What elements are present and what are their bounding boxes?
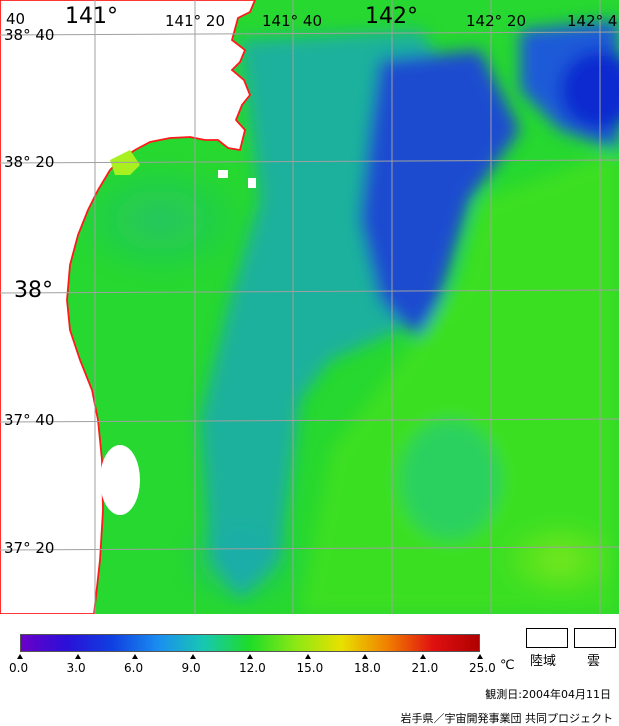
cloud-legend-swatch (574, 628, 616, 648)
lon-label-142-20: 142° 20 (466, 12, 526, 30)
lat-label-37-40: 37° 40 (4, 411, 55, 429)
cloud-fragment (248, 178, 256, 188)
colorbar-unit: ℃ (500, 658, 515, 673)
colorbar-tick-mark (247, 654, 253, 659)
colorbar-tick-label: 0.0 (9, 661, 29, 675)
colorbar-tick-label: 18.0 (354, 661, 381, 675)
colorbar-tick-mark (477, 654, 483, 659)
lat-label-37-20: 37° 20 (4, 539, 55, 557)
parallel (0, 289, 619, 294)
land-legend-label: 陸域 (530, 654, 557, 669)
temperature-colorbar (20, 634, 480, 652)
observation-date: 観測日:2004年04月11日 (485, 688, 611, 701)
cloud-fragment (218, 170, 228, 178)
colorbar-tick-label: 15.0 (296, 661, 324, 675)
lon-label-142: 142° (365, 4, 418, 29)
lat-label-38-20: 38° 20 (4, 153, 55, 171)
colorbar-tick-label: 12.0 (239, 661, 266, 675)
colorbar-tick-mark (189, 654, 196, 659)
colorbar-tick-mark (132, 654, 138, 659)
graticule (0, 0, 619, 614)
colorbar-tick-label: 21.0 (411, 661, 439, 675)
colorbar-tick-mark (304, 654, 311, 659)
colorbar-tick-mark (362, 654, 368, 659)
parallel (0, 31, 619, 36)
cloud-legend-label: 雲 (587, 654, 601, 669)
sea-surface-temperature-map (0, 0, 619, 614)
lon-label-141-20: 141° 20 (165, 12, 225, 30)
lat-label-38-40: 38° 40 (4, 26, 55, 44)
colorbar-tick-mark (419, 654, 426, 659)
project-credit: 岩手県／宇宙開発事業団 共同プロジェクト (400, 712, 614, 725)
parallel (0, 159, 619, 164)
parallel (0, 418, 619, 423)
lon-label-140-40: 40 (6, 10, 26, 28)
colorbar-tick-label: 9.0 (181, 661, 201, 675)
parallel (0, 546, 619, 551)
colorbar-tick-mark (74, 654, 81, 659)
temperature-field (70, 20, 619, 614)
land-legend-swatch (526, 628, 568, 648)
lon-label-141: 141° (65, 4, 118, 29)
lon-label-142-40: 142° 4 (567, 12, 618, 30)
colorbar-tick-label: 3.0 (66, 661, 86, 675)
colorbar-tick-label: 25.0 (469, 661, 496, 675)
colorbar-tick-mark (17, 654, 23, 659)
land-mass (0, 0, 256, 614)
lat-label-38: 38° (14, 278, 53, 303)
cloud-patch (100, 445, 140, 515)
lon-label-141-40: 141° 40 (262, 12, 322, 30)
colorbar-tick-label: 6.0 (124, 661, 144, 675)
